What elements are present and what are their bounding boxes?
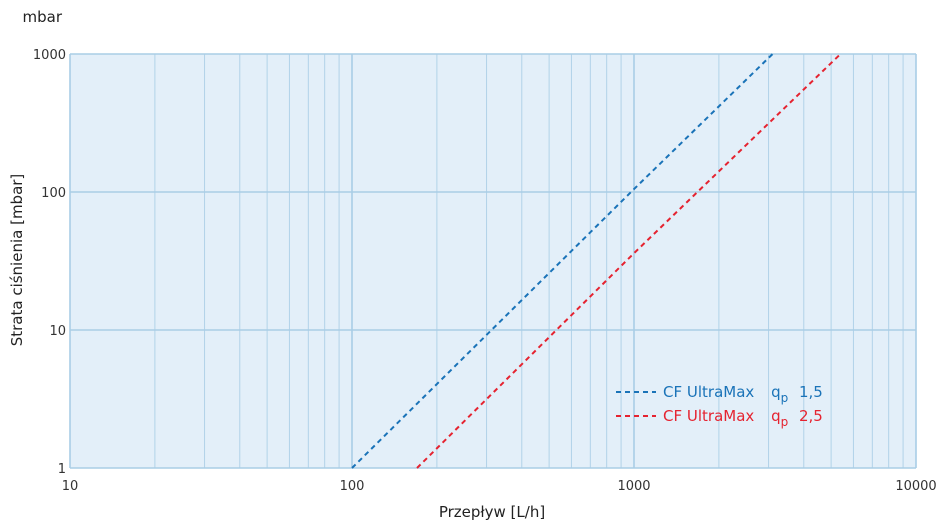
legend-label: CF UltraMax qp 2,5 [663, 407, 823, 430]
series-line-2 [416, 53, 842, 469]
y-tick-label: 100 [41, 186, 66, 201]
x-tick-labels: 10 100 1000 10000 [62, 479, 936, 494]
y-tick-label: 10 [49, 324, 66, 339]
major-grid [69, 53, 917, 469]
x-tick-label: 10 [62, 479, 79, 494]
x-tick-label: 100 [340, 479, 365, 494]
x-axis-title: Przepływ [L/h] [439, 503, 545, 521]
y-tick-label: 1 [58, 462, 66, 477]
legend-series-name: CF UltraMax [663, 407, 754, 425]
legend-subscript: p [781, 391, 789, 405]
legend: CF UltraMax qp 1,5 CF UltraMax qp 2,5 [616, 383, 823, 430]
y-tick-labels: 1 10 100 1000 [33, 48, 66, 477]
legend-item-2: CF UltraMax qp 2,5 [616, 407, 823, 430]
y-tick-label: 1000 [33, 48, 66, 63]
legend-item-1: CF UltraMax qp 1,5 [616, 383, 823, 406]
minor-grid [154, 54, 904, 468]
plot-area [70, 54, 916, 468]
x-tick-label: 1000 [617, 479, 650, 494]
series-layer [351, 53, 842, 469]
legend-series-name: CF UltraMax [663, 383, 754, 401]
legend-q-symbol: q [771, 383, 781, 401]
legend-q-symbol: q [771, 407, 781, 425]
y-axis-title: Strata ciśnienia [mbar] [8, 174, 26, 347]
legend-subscript: p [781, 415, 789, 429]
legend-label: CF UltraMax qp 1,5 [663, 383, 823, 406]
series-line-1 [351, 53, 774, 469]
x-tick-label: 10000 [895, 479, 936, 494]
legend-value: 1,5 [799, 383, 823, 401]
y-unit-label: mbar [23, 8, 63, 26]
legend-value: 2,5 [799, 407, 823, 425]
